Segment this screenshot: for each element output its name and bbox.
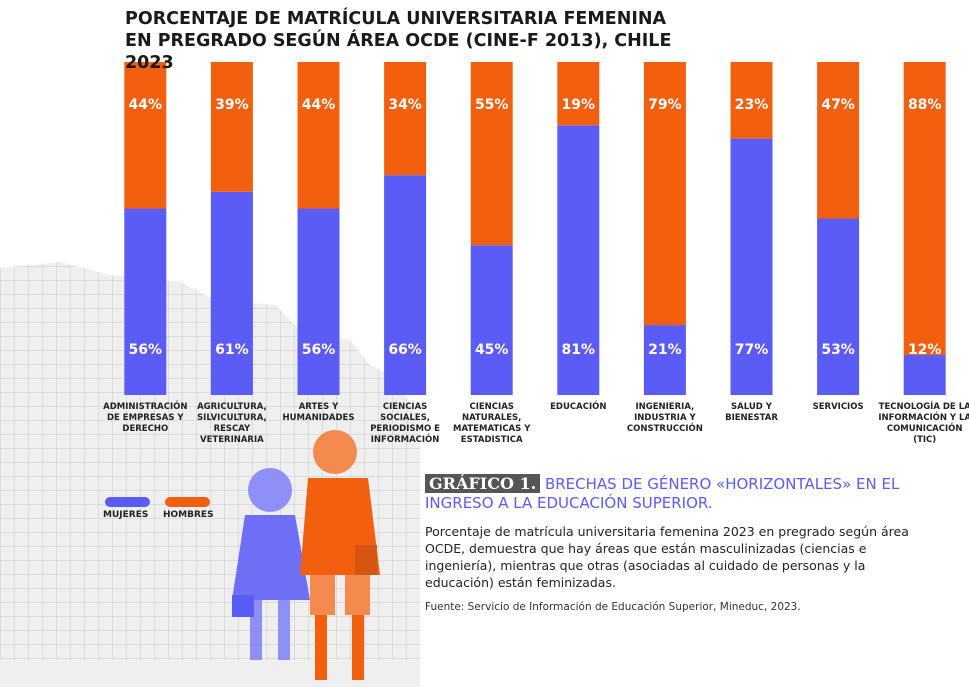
value-label: 56%: [129, 342, 163, 358]
value-label: 12%: [908, 342, 942, 358]
value-label: 55%: [475, 97, 509, 113]
bar-segment: [210, 191, 253, 395]
caption-source: Fuente: Servicio de Información de Educa…: [425, 601, 801, 613]
bar-segment: [557, 125, 600, 396]
illustration: [232, 430, 380, 680]
bar-segment: [384, 175, 427, 395]
x-tick-label: INGENIERIA, INDUSTRIA Y CONSTRUCCIÓN: [626, 402, 703, 434]
bar-segment: [124, 208, 167, 395]
x-tick-label: TECNOLOGÍA DE LA INFORMACIÓN Y LA COMUNI…: [878, 402, 969, 445]
bar-segment: [297, 208, 340, 395]
legend-label: HOMBRES: [163, 510, 214, 520]
bar-segment: [124, 62, 167, 209]
x-tick-label: SERVICIOS: [812, 402, 864, 412]
caption-heading-block: GRÁFICO 1. BRECHAS DE GÉNERO «HORIZONTAL…: [425, 474, 945, 513]
value-label: 79%: [648, 97, 682, 113]
value-label: 44%: [302, 97, 336, 113]
value-label: 34%: [388, 97, 422, 113]
x-tick-label: AGRICULTURA, SILVICULTURA, RESCAY VETERI…: [197, 402, 267, 445]
value-label: 21%: [648, 342, 682, 358]
bar-segment: [903, 62, 946, 356]
x-tick-label: CIENCIAS NATURALES, MATEMATICAS Y ESTADI…: [453, 402, 531, 445]
value-label: 56%: [302, 342, 336, 358]
caption: GRÁFICO 1. BRECHAS DE GÉNERO «HORIZONTAL…: [425, 474, 945, 613]
bar-segment: [297, 62, 340, 209]
x-tick-label: ADMINISTRACIÓN DE EMPRESAS Y DERECHO: [103, 402, 188, 434]
bar-segment: [210, 62, 253, 192]
bar-segment: [643, 62, 686, 326]
value-label: 61%: [215, 342, 249, 358]
legend-swatch: [105, 497, 150, 507]
x-tick-label: ARTES Y HUMANIDADES: [282, 402, 355, 423]
bar-segment: [470, 62, 513, 246]
value-label: 44%: [129, 97, 163, 113]
caption-description: Porcentaje de matrícula universitaria fe…: [425, 524, 909, 590]
value-label: 47%: [821, 97, 855, 113]
value-label: 88%: [908, 97, 942, 113]
caption-label: GRÁFICO 1.: [425, 474, 541, 493]
chart-title: PORCENTAJE DE MATRÍCULA UNIVERSITARIA FE…: [125, 9, 672, 73]
x-tick-label: EDUCACIÓN: [550, 402, 607, 412]
legend-swatch: [165, 497, 210, 507]
caption-heading: BRECHAS DE GÉNERO «HORIZONTALES» EN EL I…: [425, 475, 900, 512]
x-tick-label: CIENCIAS SOCIALES, PERIODISMO E INFORMAC…: [370, 402, 440, 445]
bar-segment: [903, 355, 946, 395]
value-label: 53%: [821, 342, 855, 358]
bar-segment: [817, 62, 860, 219]
bar-segment: [470, 245, 513, 395]
bar-segment: [557, 62, 600, 126]
bar-segment: [730, 138, 773, 395]
value-label: 23%: [735, 97, 769, 113]
value-label: 81%: [562, 342, 596, 358]
bar-segment: [817, 218, 860, 395]
value-label: 66%: [388, 342, 422, 358]
bar-segment: [384, 62, 427, 176]
value-label: 45%: [475, 342, 509, 358]
x-tick-label: SALUD Y BIENESTAR: [725, 402, 778, 423]
value-label: 19%: [562, 97, 596, 113]
value-label: 39%: [215, 97, 249, 113]
legend-label: MUJERES: [103, 510, 149, 520]
bar-segment: [643, 325, 686, 395]
bar-segment: [730, 62, 773, 139]
value-label: 77%: [735, 342, 769, 358]
